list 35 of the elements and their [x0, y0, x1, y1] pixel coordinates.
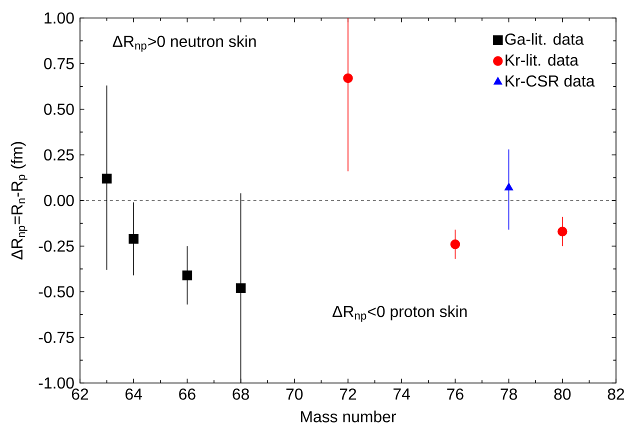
point — [102, 174, 112, 184]
point — [343, 73, 353, 84]
legend-label: Kr-lit. data — [506, 54, 578, 66]
point — [128, 234, 138, 244]
x-tick-label: 74 — [394, 388, 410, 400]
legend-label: Kr-CSR data — [506, 74, 595, 87]
y-tick-label: 0.00 — [44, 194, 74, 206]
y-tick-label: -0.75 — [38, 332, 74, 344]
y-tick-label: -0.50 — [38, 286, 74, 298]
point — [182, 270, 192, 280]
y-tick-label: -0.25 — [38, 240, 74, 252]
x-tick-label: 78 — [500, 388, 517, 400]
x-tick-label: 82 — [608, 388, 624, 400]
y-tick-label: 0.50 — [44, 104, 74, 115]
point — [236, 283, 246, 293]
x-tick-label: 68 — [232, 388, 249, 400]
x-tick-label: 66 — [179, 388, 196, 400]
x-tick-label: 64 — [126, 388, 142, 400]
x-tick-label: 80 — [554, 388, 571, 400]
annotation: ΔR$_{np}$>0 neutron skin — [112, 35, 256, 52]
x-axis-title: Mass number — [301, 410, 396, 422]
annotation: ΔR$_{np}$<0 proton skin — [332, 305, 467, 322]
point — [558, 226, 568, 236]
x-tick-label: 62 — [72, 388, 88, 400]
legend-label: Ga-lit. data — [505, 33, 584, 45]
y-tick-label: -1.00 — [38, 377, 74, 389]
y-axis-title: ΔR$_{np}$=R$_{n}$-R$_{p}$ (fm) — [10, 142, 28, 260]
y-tick-label: 1.00 — [44, 12, 74, 24]
y-tick-label: 0.75 — [44, 58, 74, 70]
y-tick-label: 0.25 — [44, 149, 74, 161]
x-tick-label: 76 — [447, 388, 464, 400]
point — [450, 239, 460, 250]
point — [504, 182, 514, 190]
x-tick-label: 72 — [340, 388, 356, 400]
x-tick-label: 70 — [286, 388, 303, 400]
